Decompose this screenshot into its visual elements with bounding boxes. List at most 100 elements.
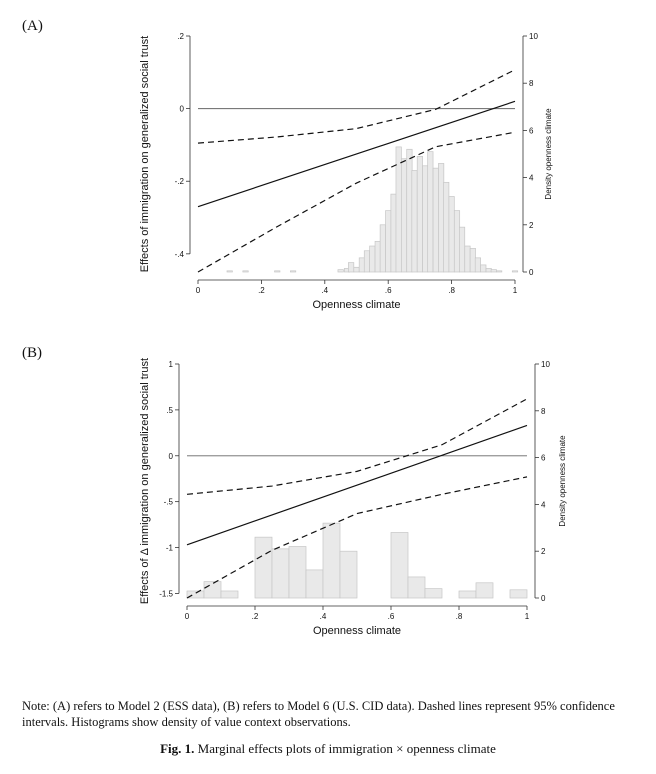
histogram-bar <box>385 210 392 273</box>
y-axis-title: Effects of immigration on generalized so… <box>139 36 151 272</box>
y-tick-label: -.2 <box>175 177 185 186</box>
x-tick-label: .4 <box>321 286 328 295</box>
confidence-interval-line <box>186 476 528 599</box>
histogram-bar <box>438 163 445 273</box>
figure-number: Fig. 1. <box>160 741 195 756</box>
histogram-bar <box>424 588 443 599</box>
histogram-bar <box>363 250 371 273</box>
marginal-effects-chart-a: .2 0 -.2 -.4 10 8 6 4 2 0 0 .2 .4 .6 .8 1 Openness clima… <box>139 32 553 311</box>
histogram-bar <box>374 240 381 273</box>
histogram-bar <box>411 170 418 273</box>
y-tick-label: 0 <box>180 105 185 114</box>
x-tick-label: .6 <box>388 612 395 621</box>
x-tick-label: .8 <box>456 612 463 621</box>
histogram-bar <box>448 196 455 273</box>
histogram-bar <box>339 550 358 599</box>
histogram-bar <box>469 248 476 273</box>
histogram-bar <box>511 270 519 273</box>
marginal-effects-chart-b: 1 .5 0 -.5 -1 -1.5 10 8 6 4 2 0 0 .2 .4 .6 .8 1 Openness c… <box>139 358 567 637</box>
histogram-bar <box>379 224 386 273</box>
histogram-bar <box>305 569 324 599</box>
histogram-bar <box>254 536 273 599</box>
histogram-bar <box>485 268 492 273</box>
panel-label-a: (A) <box>22 18 43 34</box>
histogram-bar <box>480 264 487 273</box>
histogram-bar <box>416 156 423 273</box>
y2-tick-label: 0 <box>541 594 546 603</box>
confidence-interval-line <box>197 131 516 273</box>
histogram-bar <box>406 148 413 273</box>
histogram-bar <box>422 165 429 273</box>
histogram-bar <box>242 270 249 273</box>
y2-tick-label: 8 <box>529 79 534 88</box>
histogram-bar <box>509 589 528 599</box>
histogram-bar <box>427 151 434 273</box>
histogram-bar <box>490 269 497 273</box>
y2-tick-label: 8 <box>541 407 546 416</box>
y2-tick-label: 6 <box>541 454 546 463</box>
y-tick-label: -.4 <box>175 250 185 259</box>
figure-caption-text: Marginal effects plots of immigration × … <box>197 741 496 756</box>
histogram-bar <box>443 181 450 273</box>
histogram-bar <box>369 245 376 273</box>
histogram-bar <box>290 270 297 273</box>
y-axis-title: Effects of Δ immigration on generalized … <box>139 358 151 604</box>
x-tick-label: .2 <box>252 612 259 621</box>
y2-tick-label: 10 <box>529 32 538 41</box>
histogram-bar <box>390 532 409 599</box>
histogram-bar <box>459 226 466 273</box>
x-tick-label: 1 <box>513 286 518 295</box>
x-tick-label: .8 <box>448 286 455 295</box>
figure-caption: Fig. 1. Marginal effects plots of immigr… <box>0 741 656 757</box>
histogram-bar <box>271 548 290 599</box>
y-tick-label: 0 <box>169 452 174 461</box>
histogram-bar <box>226 270 233 273</box>
marginal-effect-line <box>197 100 516 208</box>
histogram-bar <box>348 262 355 273</box>
histogram-bar <box>274 270 281 273</box>
histogram-bar <box>407 576 426 599</box>
x-tick-label: 1 <box>525 612 530 621</box>
y2-tick-label: 10 <box>541 360 550 369</box>
y2-tick-label: 4 <box>541 500 546 509</box>
histogram-bar <box>395 146 402 273</box>
y-tick-label: .2 <box>177 32 184 41</box>
y2-tick-label: 2 <box>529 221 534 230</box>
panel-label-b: (B) <box>22 345 42 361</box>
histogram-bar <box>475 582 494 599</box>
y-tick-label: .5 <box>166 406 173 415</box>
x-tick-label: .6 <box>385 286 392 295</box>
x-axis-title: Openness climate <box>313 625 401 637</box>
y2-tick-label: 2 <box>541 547 546 556</box>
histogram-bar <box>458 590 477 599</box>
y2-tick-label: 6 <box>529 126 534 135</box>
y-tick-label: -1 <box>166 544 174 553</box>
histogram-bar <box>432 167 439 273</box>
histogram-bar <box>358 257 365 273</box>
histogram-bar <box>464 245 471 273</box>
histogram-bar <box>453 210 461 273</box>
histogram-bar <box>322 522 341 599</box>
histogram-bar <box>390 193 397 273</box>
confidence-interval-line <box>186 398 528 495</box>
x-tick-label: .2 <box>258 286 265 295</box>
histogram-bar <box>353 266 360 273</box>
y2-axis-title: Density openness climate <box>544 108 553 200</box>
histogram-bar <box>288 546 307 599</box>
x-tick-label: 0 <box>185 612 190 621</box>
y-tick-label: -1.5 <box>159 589 173 598</box>
histogram-bar <box>496 270 503 273</box>
y-tick-label: -.5 <box>164 498 174 507</box>
x-axis-title: Openness climate <box>312 299 400 311</box>
marginal-effect-line <box>186 424 528 546</box>
confidence-interval-line <box>197 69 516 144</box>
y2-axis-title: Density openness climate <box>558 435 567 527</box>
x-tick-label: .4 <box>320 612 327 621</box>
histogram-bar <box>474 257 481 273</box>
y-tick-label: 1 <box>169 360 174 369</box>
histogram-bar <box>401 158 408 273</box>
histogram-bar <box>337 269 344 273</box>
y2-tick-label: 4 <box>529 174 534 183</box>
y2-tick-label: 0 <box>529 268 534 277</box>
figure-note: Note: (A) refers to Model 2 (ESS data), … <box>22 699 615 729</box>
